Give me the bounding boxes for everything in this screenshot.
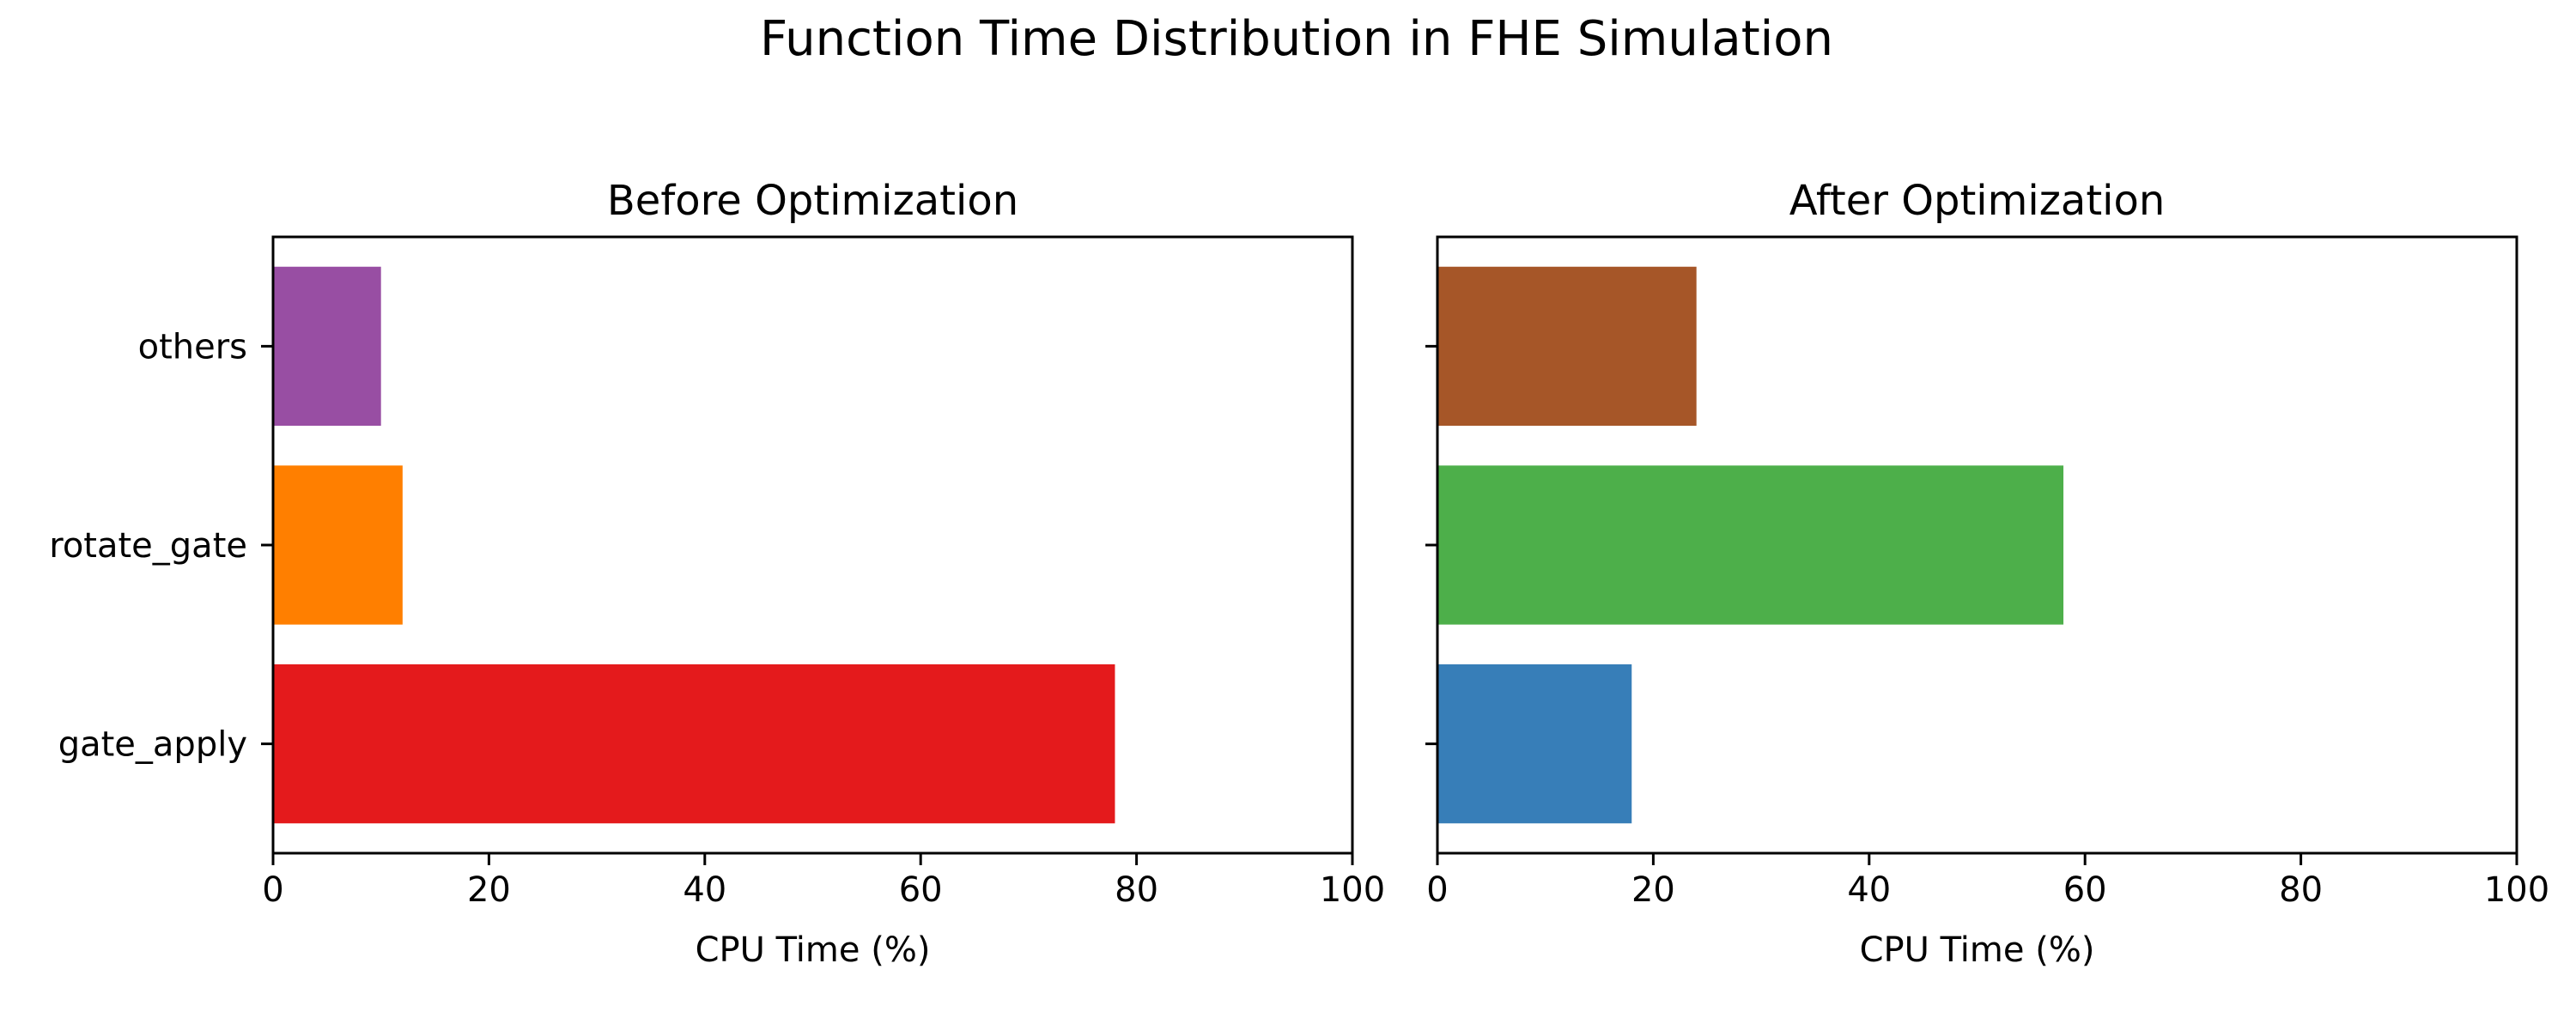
x-tick-label: 40	[683, 870, 726, 910]
bar-gate-apply	[273, 663, 1115, 824]
panel-before-optimization: 0 20 40 60 80 100 gate_apply rotate_gate others B…	[49, 177, 1385, 970]
y-tick-label-others: others	[138, 327, 247, 367]
bar-others	[1437, 266, 1697, 427]
x-axis-label: CPU Time (%)	[1860, 930, 2095, 970]
bar-others	[273, 266, 381, 427]
y-tick-label-gate-apply: gate_apply	[58, 725, 247, 765]
x-tick-label: 60	[2063, 870, 2107, 910]
x-tick-label: 0	[262, 870, 283, 910]
x-axis-label: CPU Time (%)	[696, 930, 931, 970]
x-tick-label: 60	[899, 870, 943, 910]
x-tick-label: 20	[1631, 870, 1675, 910]
axes-title: After Optimization	[1789, 177, 2166, 225]
bar-rotate-gate	[1437, 465, 2064, 625]
axes-title: Before Optimization	[607, 177, 1018, 225]
panel-after-optimization: 0 20 40 60 80 100 After Optimization CPU Time (…	[1425, 177, 2549, 970]
x-tick-label: 100	[2484, 870, 2549, 910]
x-tick-label: 80	[1115, 870, 1158, 910]
bar-gate-apply	[1437, 663, 1632, 824]
x-tick-label: 80	[2279, 870, 2323, 910]
x-tick-label: 20	[467, 870, 511, 910]
x-tick-label: 40	[1847, 870, 1891, 910]
figure-title: Function Time Distribution in FHE Simula…	[760, 11, 1833, 67]
y-tick-label-rotate-gate: rotate_gate	[49, 526, 247, 566]
x-tick-label: 0	[1426, 870, 1448, 910]
x-tick-label: 100	[1320, 870, 1385, 910]
bar-rotate-gate	[273, 465, 403, 625]
